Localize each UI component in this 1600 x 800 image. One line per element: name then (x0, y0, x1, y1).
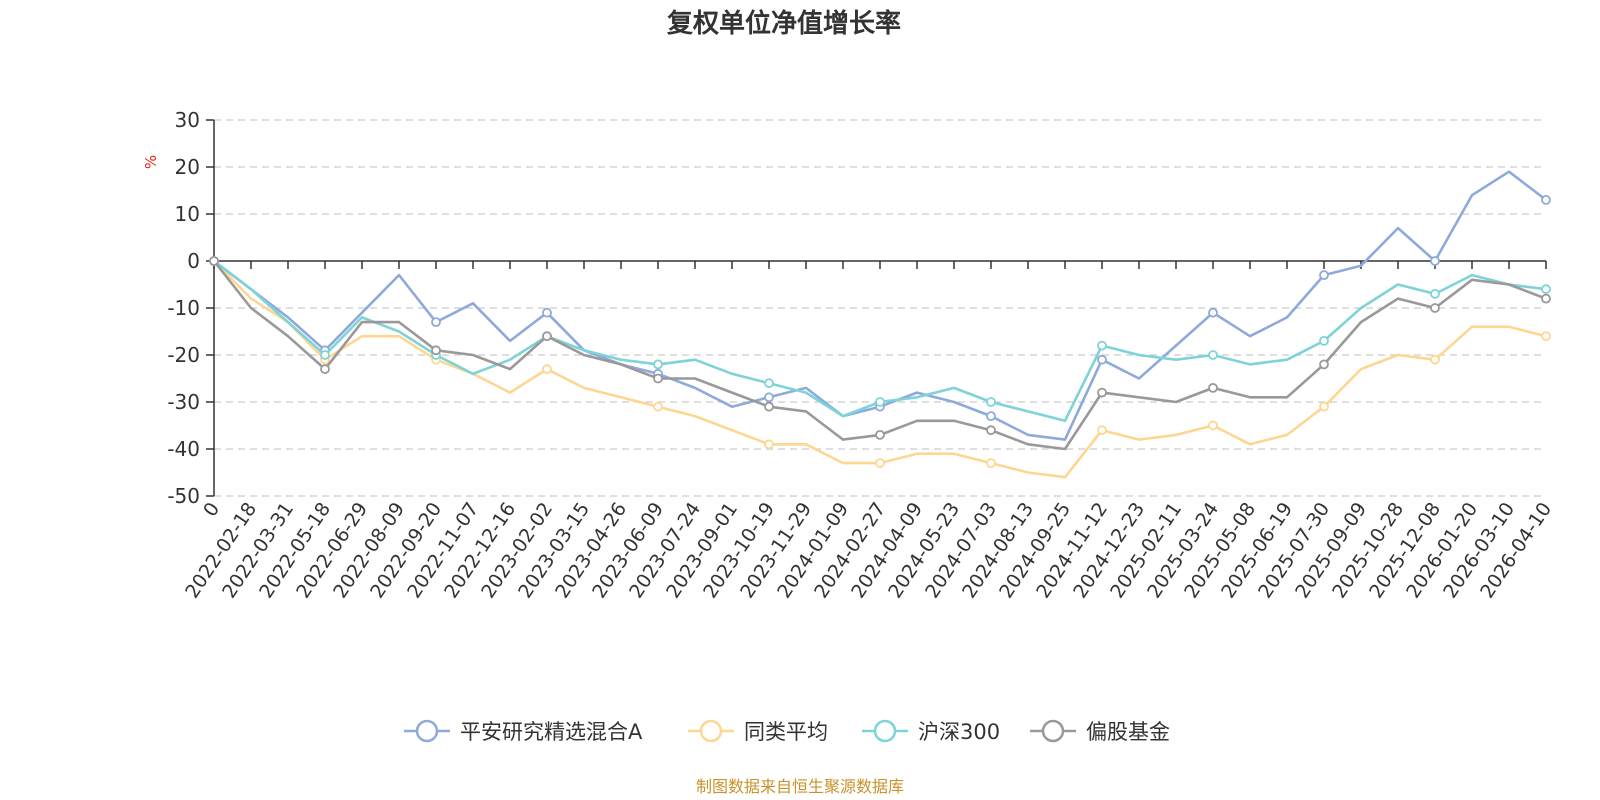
legend-swatch-circle (873, 719, 897, 743)
legend-swatch-circle (1041, 719, 1065, 743)
legend-item-0[interactable]: 平安研究精选混合A (404, 719, 643, 744)
series-point-2 (1097, 340, 1107, 351)
y-tick-label: -10 (167, 296, 200, 320)
legend-item-3[interactable]: 偏股基金 (1030, 719, 1170, 744)
series-point-0 (764, 392, 774, 403)
series-point-2 (320, 350, 330, 360)
series-point-2 (764, 378, 774, 389)
series-point-3 (542, 331, 552, 342)
series-point-1 (764, 439, 774, 450)
y-axis-unit-label: % (142, 155, 160, 169)
legend-label: 偏股基金 (1086, 720, 1170, 744)
series-point-1 (1097, 425, 1107, 436)
series-point-3 (320, 364, 330, 375)
series-point-1 (653, 401, 663, 412)
series-point-0 (431, 317, 441, 328)
legend-label: 同类平均 (744, 720, 828, 744)
legend-item-1[interactable]: 同类平均 (688, 719, 828, 744)
series-point-1 (542, 364, 552, 375)
series-point-1 (1541, 331, 1551, 342)
series-point-1 (1430, 354, 1440, 365)
y-tick-label: -30 (167, 390, 200, 414)
series-point-1 (875, 458, 885, 469)
series-point-2 (1541, 284, 1551, 295)
series-point-3 (875, 429, 885, 440)
series-point-3 (209, 256, 219, 266)
series-point-2 (1319, 335, 1329, 346)
series-point-3 (653, 373, 663, 384)
series-point-0 (1541, 194, 1551, 205)
series-point-3 (1319, 359, 1329, 370)
series-lines (209, 170, 1551, 479)
series-point-0 (542, 307, 552, 318)
series-point-0 (1097, 354, 1107, 365)
data-source-note: 制图数据来自恒生聚源数据库 (696, 777, 904, 796)
x-tick-label: 0 (199, 498, 224, 520)
y-tick-label: 20 (175, 155, 200, 179)
series-point-0 (1319, 270, 1329, 281)
series-point-3 (764, 401, 774, 412)
series-point-2 (1430, 288, 1440, 299)
legend-item-2[interactable]: 沪深300 (862, 719, 1000, 744)
series-point-3 (986, 425, 996, 436)
y-tick-label: 30 (175, 108, 200, 132)
series-point-0 (1208, 307, 1218, 318)
series-point-2 (875, 397, 885, 407)
series-point-3 (1208, 382, 1218, 393)
series-point-3 (1541, 293, 1551, 304)
series-point-0 (986, 411, 996, 422)
y-tick-label: -20 (167, 343, 200, 367)
series-point-2 (986, 397, 996, 407)
legend-label: 平安研究精选混合A (460, 720, 643, 744)
series-point-3 (1097, 387, 1107, 398)
series-point-0 (1430, 256, 1440, 266)
legend-swatch-circle (415, 719, 439, 743)
legend-label: 沪深300 (918, 720, 1000, 744)
series-point-3 (1430, 303, 1440, 313)
y-tick-label: 10 (175, 202, 200, 226)
y-tick-label: -50 (167, 484, 200, 508)
series-point-2 (653, 359, 663, 370)
series-point-1 (1319, 401, 1329, 412)
y-tick-label: -40 (167, 437, 200, 461)
series-point-1 (1208, 420, 1218, 431)
legend-swatch-circle (699, 719, 723, 743)
y-tick-label: 0 (187, 249, 200, 273)
legend[interactable]: 平安研究精选混合A 同类平均 沪深300 偏股基金 (404, 719, 1170, 744)
series-point-2 (1208, 350, 1218, 360)
series-point-3 (431, 345, 441, 356)
series-point-1 (986, 458, 996, 469)
chart-title: 复权单位净值增长率 (667, 8, 901, 39)
